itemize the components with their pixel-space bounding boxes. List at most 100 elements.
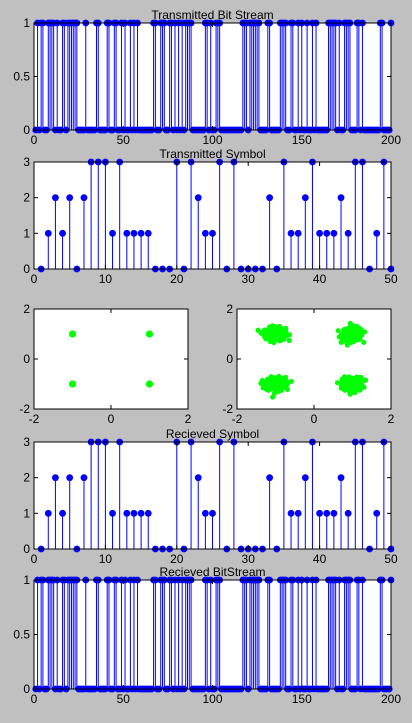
noisy-point xyxy=(288,378,294,385)
x-tick-label: 20 xyxy=(170,552,184,566)
constellation-point xyxy=(68,330,77,338)
noisy-point xyxy=(343,327,349,333)
axes-frame xyxy=(33,161,392,270)
x-tick-label: 100 xyxy=(202,133,222,147)
stem-marker xyxy=(123,509,131,517)
noisy-point xyxy=(334,380,341,386)
stem-marker xyxy=(80,194,88,202)
noisy-point xyxy=(342,382,349,388)
x-tick-label: 150 xyxy=(292,692,312,706)
stem-marker xyxy=(201,509,209,517)
noisy-point xyxy=(270,336,277,342)
noisy-point xyxy=(286,332,292,338)
x-tick-label: 50 xyxy=(384,272,398,286)
noisy-point xyxy=(266,376,272,382)
x-tick-label: 40 xyxy=(313,552,327,566)
noisy-point xyxy=(355,376,361,383)
noisy-point xyxy=(350,339,356,345)
stem-marker xyxy=(59,509,66,517)
noisy-point xyxy=(361,339,367,345)
noisy-point xyxy=(341,376,347,382)
stem-marker xyxy=(137,229,145,237)
stem-marker xyxy=(209,509,216,517)
noisy-point xyxy=(347,381,353,388)
noisy-point xyxy=(283,325,289,331)
stem-marker xyxy=(266,194,274,202)
stem-marker xyxy=(287,509,295,517)
chart-title: Recieved BitStream xyxy=(159,565,265,579)
y-tick-label: -2 xyxy=(222,402,233,416)
x-tick-label: 200 xyxy=(381,133,401,147)
stem-marker xyxy=(59,229,66,237)
noisy-point xyxy=(263,327,270,333)
chart-title: Transmitted Symbol xyxy=(159,147,265,161)
stem-marker xyxy=(373,229,381,237)
stem-marker xyxy=(287,229,295,237)
stem-marker xyxy=(266,474,274,482)
y-tick-label: 1 xyxy=(23,506,30,520)
stem-marker xyxy=(330,509,338,517)
stem-marker xyxy=(66,194,74,202)
x-tick-label: 2 xyxy=(185,412,192,426)
y-tick-label: -2 xyxy=(19,402,30,416)
x-tick-label: 0 xyxy=(31,552,38,566)
noisy-point xyxy=(363,377,369,383)
plot-area xyxy=(237,309,391,409)
stem-marker xyxy=(330,229,338,237)
plot-area xyxy=(34,23,391,130)
stem-marker xyxy=(44,509,52,517)
received-symbol-plot: 0 10 20 30 40 50 0 1 2 3 Recieved Symbol xyxy=(23,427,398,566)
noisy-point xyxy=(268,331,274,337)
stem-marker xyxy=(144,509,152,517)
x-tick-label: 0 xyxy=(31,692,38,706)
x-tick-label: 10 xyxy=(99,552,113,566)
y-tick-label: 0.5 xyxy=(13,628,30,642)
stem-marker xyxy=(294,229,302,237)
stem-marker xyxy=(137,509,145,517)
stem-marker xyxy=(80,474,88,482)
stem-marker xyxy=(337,474,345,482)
stem-marker xyxy=(316,229,323,237)
noisy-point xyxy=(342,335,348,341)
stem-marker xyxy=(144,229,152,237)
noisy-point xyxy=(274,332,281,338)
stem-marker xyxy=(109,229,116,237)
x-tick-label: 30 xyxy=(242,272,256,286)
stem-marker xyxy=(130,229,138,237)
noisy-point xyxy=(281,330,287,336)
x-tick-label: 100 xyxy=(202,692,222,706)
noisy-point xyxy=(280,375,287,381)
y-tick-label: 1 xyxy=(23,16,30,30)
y-tick-label: 3 xyxy=(23,155,30,169)
y-tick-label: 0 xyxy=(23,262,30,276)
stem-marker xyxy=(301,474,309,482)
stem-marker xyxy=(52,194,59,202)
x-tick-label: 0 xyxy=(311,412,318,426)
x-tick-label: 150 xyxy=(292,133,312,147)
x-tick-label: 50 xyxy=(384,552,398,566)
stem-marker xyxy=(52,474,59,482)
noisy-point xyxy=(347,389,353,396)
noisy-point xyxy=(338,383,344,389)
x-tick-label: 50 xyxy=(117,692,131,706)
x-tick-label: 0 xyxy=(31,272,38,286)
noisy-point xyxy=(258,330,264,336)
noisy-point xyxy=(349,334,355,341)
x-tick-label: -2 xyxy=(29,412,40,426)
stem-marker xyxy=(294,509,302,517)
x-tick-label: 0 xyxy=(108,412,115,426)
stem-marker xyxy=(194,194,202,202)
stem-marker xyxy=(344,229,352,237)
x-tick-label: 200 xyxy=(381,692,401,706)
y-tick-label: 0 xyxy=(23,682,30,696)
x-tick-label: 30 xyxy=(242,552,256,566)
noisy-point xyxy=(271,381,277,387)
noisy-point xyxy=(284,380,290,386)
constellation-point xyxy=(145,330,154,338)
noisy-point xyxy=(351,326,357,332)
noisy-point xyxy=(259,377,265,384)
stem-marker xyxy=(323,509,331,517)
chart-title: Transmitted Bit Stream xyxy=(151,8,273,22)
received-bitstream-plot: 0 50 100 150 200 0 0.5 1 Recieved BitStream xyxy=(13,565,401,706)
